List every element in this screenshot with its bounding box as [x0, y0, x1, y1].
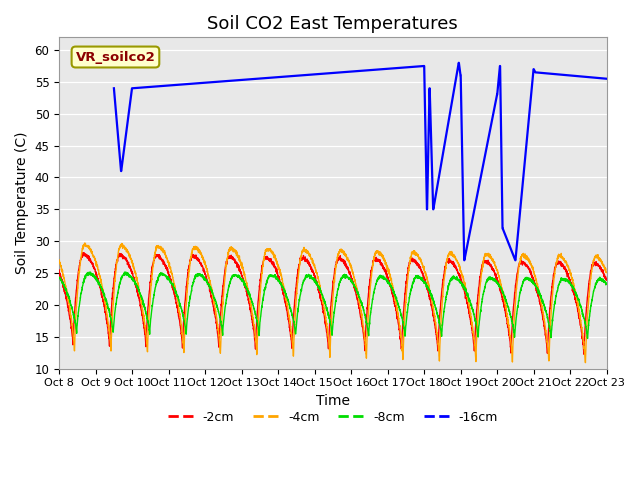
Legend: -2cm, -4cm, -8cm, -16cm: -2cm, -4cm, -8cm, -16cm: [163, 406, 503, 429]
X-axis label: Time: Time: [316, 394, 350, 408]
Text: VR_soilco2: VR_soilco2: [76, 50, 156, 63]
Title: Soil CO2 East Temperatures: Soil CO2 East Temperatures: [207, 15, 458, 33]
Y-axis label: Soil Temperature (C): Soil Temperature (C): [15, 132, 29, 274]
